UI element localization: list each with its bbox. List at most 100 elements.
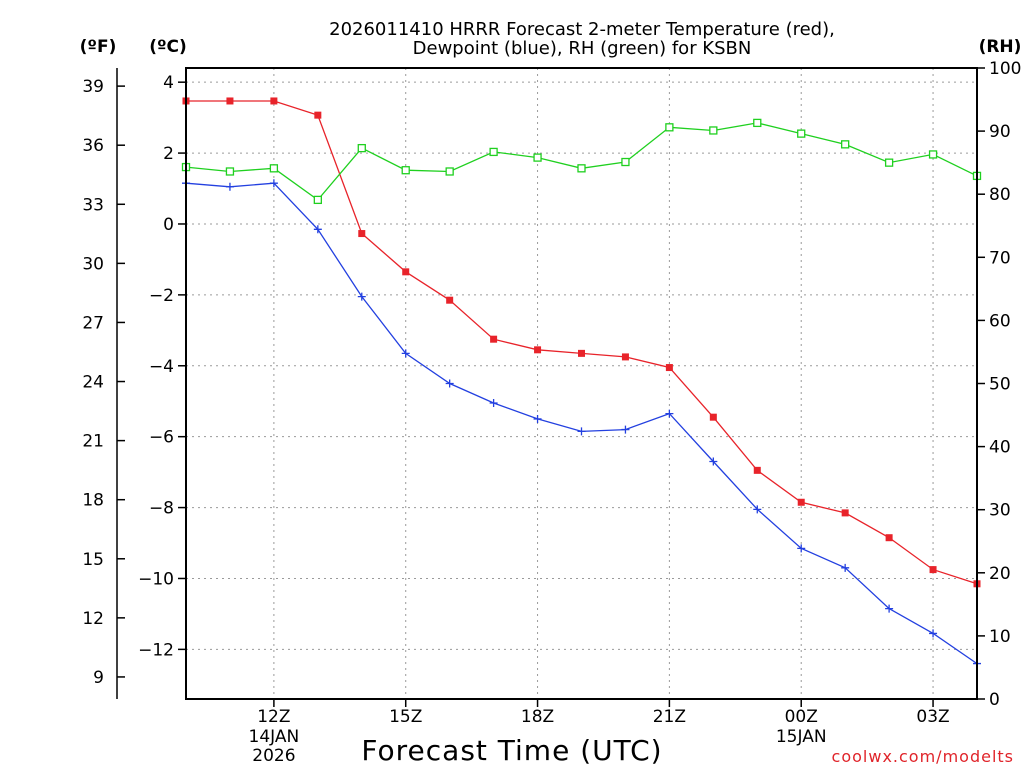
rh-point xyxy=(269,164,279,173)
rh-point xyxy=(489,147,498,157)
dewpoint-point xyxy=(841,563,850,572)
dewpoint-line xyxy=(185,182,978,665)
dewpoint-point xyxy=(929,629,938,638)
temperature-point xyxy=(841,509,849,517)
x-tick-label: 21Z xyxy=(653,707,686,727)
x-tick-year: 2026 xyxy=(252,746,295,766)
fahrenheit-tick-label: 9 xyxy=(93,668,104,688)
temperature-point xyxy=(490,335,498,343)
dewpoint-point xyxy=(445,379,454,388)
dewpoint-point xyxy=(709,457,718,466)
temperature-point xyxy=(929,566,937,574)
celsius-tick-label: −8 xyxy=(149,499,174,519)
rh-unit-label: (RH) xyxy=(979,37,1022,57)
temperature-point xyxy=(621,353,629,361)
rh-point xyxy=(313,195,322,205)
fahrenheit-tick-label: 18 xyxy=(82,491,104,511)
dewpoint-point xyxy=(665,409,674,418)
dewpoint-point xyxy=(357,292,366,301)
temperature-point xyxy=(665,364,673,372)
celsius-tick-label: −10 xyxy=(138,569,174,589)
temperature-point xyxy=(885,534,893,542)
dewpoint-point xyxy=(489,398,498,407)
celsius-tick-label: 0 xyxy=(163,215,174,235)
rh-point xyxy=(445,167,454,176)
temperature-point xyxy=(709,413,717,421)
rh-tick-label: 80 xyxy=(989,185,1011,205)
x-tick-label: 00Z xyxy=(785,707,818,727)
rh-tick-label: 70 xyxy=(989,248,1011,268)
celsius-tick-label: −12 xyxy=(138,640,174,660)
fahrenheit-tick-label: 24 xyxy=(82,373,104,393)
rh-point xyxy=(753,118,762,128)
x-tick-label: 03Z xyxy=(916,707,949,727)
temperature-point xyxy=(446,296,454,304)
credit-text: coolwx.com/modelts xyxy=(832,747,1014,766)
rh-tick-label: 30 xyxy=(989,501,1011,521)
celsius-tick-label: 2 xyxy=(163,144,174,164)
rh-point xyxy=(225,167,235,176)
fahrenheit-tick-label: 33 xyxy=(82,195,104,215)
rh-tick-label: 60 xyxy=(989,311,1011,331)
temperature-point xyxy=(358,230,366,238)
dewpoint-point xyxy=(577,427,586,436)
rh-point xyxy=(797,129,806,138)
rh-tick-label: 20 xyxy=(989,564,1011,584)
temperature-point xyxy=(534,346,542,354)
celsius-tick-label: −4 xyxy=(149,357,174,377)
temperature-point xyxy=(797,498,805,506)
rh-line xyxy=(185,122,978,201)
rh-point xyxy=(884,158,894,167)
dewpoint-point xyxy=(225,182,234,191)
temperature-point xyxy=(578,349,585,357)
x-tick-date: 14JAN xyxy=(249,727,300,747)
dewpoint-point xyxy=(313,225,322,234)
x-tick-label: 12Z xyxy=(257,707,290,727)
dewpoint-point xyxy=(621,425,630,434)
rh-point xyxy=(665,123,674,132)
celsius-unit-label: (ºC) xyxy=(149,37,187,57)
rh-point xyxy=(841,140,850,149)
fahrenheit-tick-label: 30 xyxy=(82,254,104,274)
fahrenheit-tick-label: 12 xyxy=(82,609,104,629)
temperature-point xyxy=(270,97,278,105)
dewpoint-point xyxy=(753,505,762,514)
rh-tick-label: 90 xyxy=(989,122,1011,142)
dewpoint-point xyxy=(533,414,542,423)
chart-title-line2: Dewpoint (blue), RH (green) for KSBN xyxy=(413,38,752,59)
celsius-tick-label: 4 xyxy=(163,73,174,93)
x-axis-title: Forecast Time (UTC) xyxy=(361,734,662,767)
dewpoint-point xyxy=(797,544,806,553)
temperature-point xyxy=(402,268,410,276)
x-tick-label: 15Z xyxy=(389,707,422,727)
rh-tick-label: 40 xyxy=(989,438,1011,458)
rh-tick-label: 50 xyxy=(989,375,1011,395)
temperature-line xyxy=(186,100,978,585)
rh-tick-label: 100 xyxy=(989,59,1021,79)
x-tick-date: 15JAN xyxy=(776,727,827,747)
grid xyxy=(186,68,977,699)
fahrenheit-unit-label: (ºF) xyxy=(80,37,117,57)
fahrenheit-tick-label: 27 xyxy=(82,313,104,333)
dewpoint-point xyxy=(269,179,278,188)
rh-point xyxy=(533,153,542,162)
series-layer xyxy=(181,97,982,668)
rh-tick-label: 10 xyxy=(989,627,1011,647)
rh-point xyxy=(577,164,586,173)
temperature-point xyxy=(226,97,234,105)
celsius-tick-label: −6 xyxy=(149,428,174,448)
dewpoint-point xyxy=(885,604,894,613)
celsius-tick-label: −2 xyxy=(149,286,174,306)
temperature-point xyxy=(314,111,322,119)
x-tick-label: 18Z xyxy=(521,707,554,727)
rh-point xyxy=(928,150,938,159)
fahrenheit-tick-label: 36 xyxy=(82,136,104,156)
fahrenheit-tick-label: 39 xyxy=(82,77,104,97)
plot-frame xyxy=(185,67,978,700)
dewpoint-point xyxy=(401,349,410,358)
chart-title-line1: 2026011410 HRRR Forecast 2-meter Tempera… xyxy=(329,19,835,40)
rh-tick-label: 0 xyxy=(989,690,1000,710)
rh-point xyxy=(709,126,718,135)
